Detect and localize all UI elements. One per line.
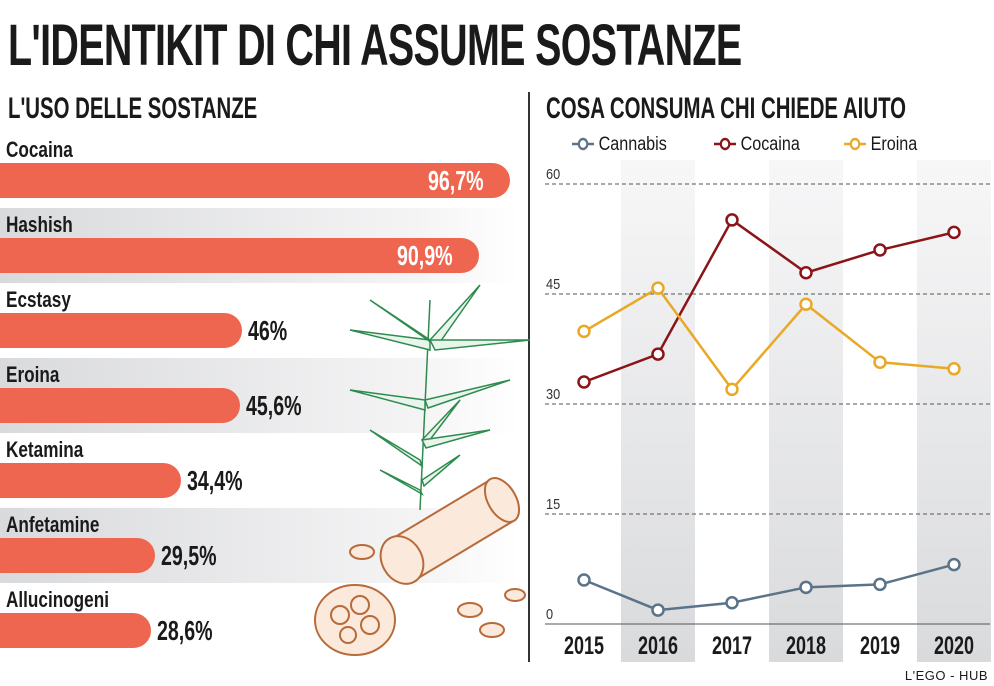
x-tick-label: 2019 — [860, 631, 900, 660]
series-line-cocaina — [583, 218, 955, 384]
data-point — [799, 580, 813, 595]
legend-item: Cocaina — [714, 134, 800, 156]
data-point — [799, 265, 813, 280]
legend-label: Cannabis — [598, 134, 667, 155]
data-point — [947, 362, 961, 376]
pill-bottle-icon — [314, 477, 526, 656]
y-tick-label: 45 — [546, 275, 560, 292]
bar-value-label: 34,4% — [187, 465, 243, 496]
bar — [0, 463, 182, 498]
bar-value-label: 29,5% — [161, 540, 218, 571]
data-point — [577, 375, 591, 389]
data-point — [651, 603, 665, 617]
legend-label: Cocaina — [740, 134, 800, 155]
data-point — [651, 281, 665, 295]
data-point — [725, 382, 739, 397]
bar — [0, 613, 151, 648]
series-line-cannabis — [583, 563, 955, 612]
bar-label: Ketamina — [6, 437, 84, 462]
data-point — [651, 347, 665, 361]
x-tick-label: 2018 — [786, 631, 826, 660]
bar — [0, 163, 510, 198]
bar-label: Anfetamine — [6, 512, 100, 537]
bar-value-label: 45,6% — [246, 390, 302, 421]
x-tick-label: 2020 — [934, 631, 974, 660]
bar-label: Ecstasy — [6, 287, 71, 312]
bar-value-label: 90,9% — [397, 240, 453, 271]
bar-label: Eroina — [6, 362, 60, 387]
bar — [0, 238, 480, 273]
data-point — [873, 355, 887, 369]
x-tick-label: 2015 — [564, 631, 604, 660]
data-point — [577, 573, 591, 587]
data-point — [873, 577, 887, 592]
x-tick-label: 2016 — [638, 631, 678, 660]
series-line-eroina — [583, 286, 955, 392]
bar-chart-title: L'USO DELLE SOSTANZE — [8, 92, 258, 125]
y-tick-label: 15 — [546, 495, 560, 512]
source-credit: L'EGO - HUB — [904, 668, 988, 683]
y-tick-label: 60 — [546, 165, 560, 182]
legend-label: Eroina — [870, 134, 918, 155]
cannabis-pills-illustration — [314, 284, 531, 656]
legend-marker-icon — [714, 137, 737, 151]
bar-value-label: 28,6% — [156, 615, 213, 646]
bar-value-label: 46% — [248, 315, 288, 346]
data-point — [725, 213, 739, 227]
data-point — [725, 595, 739, 610]
line-chart-title: COSA CONSUMA CHI CHIEDE AIUTO — [546, 92, 907, 125]
legend-marker-icon — [572, 137, 595, 151]
bar — [0, 388, 241, 423]
bar-label: Hashish — [6, 212, 73, 237]
column-band — [621, 160, 695, 662]
x-tick-label: 2017 — [712, 631, 752, 660]
y-tick-label: 30 — [546, 385, 560, 402]
data-point — [947, 557, 961, 572]
bar-value-label: 96,7% — [427, 165, 484, 196]
column-band — [917, 160, 991, 662]
bar-label: Cocaina — [6, 137, 73, 162]
data-point — [799, 297, 813, 312]
data-point — [577, 324, 591, 339]
y-tick-label: 0 — [546, 605, 553, 622]
legend-marker-icon — [844, 137, 867, 151]
bar — [0, 538, 156, 573]
cannabis-leaf-icon — [349, 284, 531, 511]
data-point — [947, 225, 961, 240]
column-band — [769, 160, 843, 662]
page-title: L'IDENTIKIT DI CHI ASSUME SOSTANZE — [8, 13, 742, 78]
legend-item: Eroina — [844, 134, 917, 156]
data-point — [873, 243, 887, 257]
legend-item: Cannabis — [572, 134, 667, 156]
divider — [528, 92, 530, 662]
bar-label: Allucinogeni — [6, 587, 109, 612]
bar — [0, 313, 243, 348]
